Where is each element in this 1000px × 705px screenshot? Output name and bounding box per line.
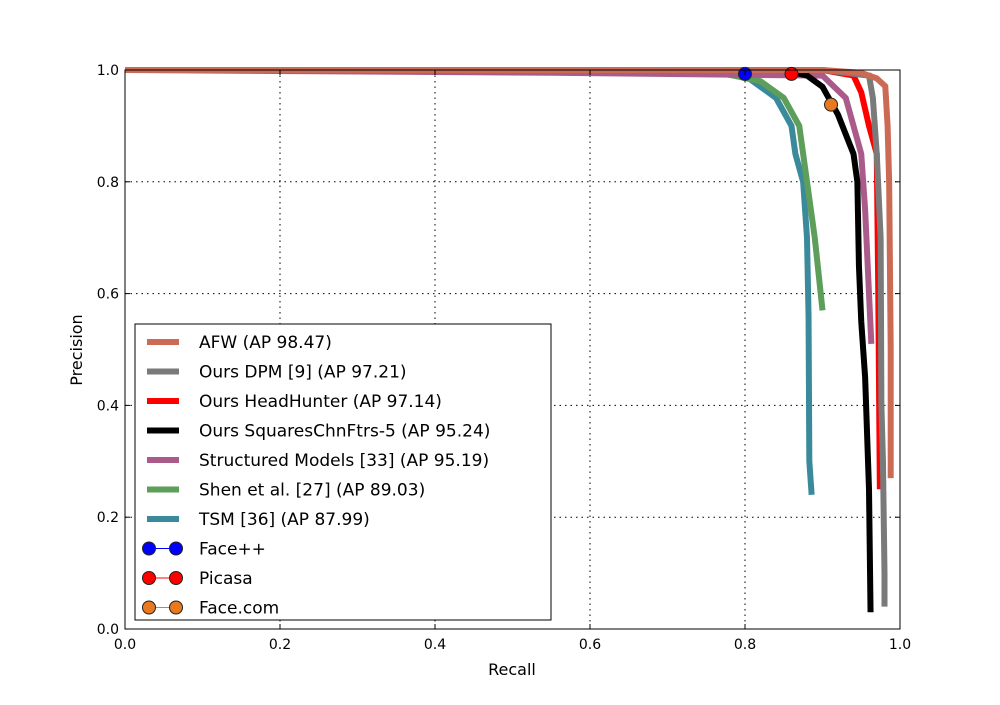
x-tick-label: 1.0 <box>889 637 911 653</box>
y-tick-label: 0.0 <box>97 622 119 638</box>
y-tick-label: 0.6 <box>97 287 119 303</box>
series-line <box>124 67 875 345</box>
x-tick-label: 0.6 <box>579 637 601 653</box>
legend-label: AFW (AP 98.47) <box>199 333 332 353</box>
x-tick-label: 0.0 <box>114 637 136 653</box>
y-tick-label: 0.8 <box>97 175 119 191</box>
series-line <box>125 67 874 613</box>
x-tick-label: 0.8 <box>734 637 756 653</box>
legend-label: Structured Models [33] (AP 95.19) <box>199 451 489 471</box>
legend-marker <box>142 571 156 585</box>
series-marker <box>784 66 799 81</box>
x-tick-label: 0.2 <box>269 637 291 653</box>
legend-label: Face.com <box>199 599 279 619</box>
y-tick-label: 0.4 <box>97 398 119 414</box>
legend-marker <box>169 541 183 556</box>
legend-box <box>134 323 552 621</box>
legend-label: Ours DPM [9] (AP 97.21) <box>199 363 407 383</box>
legend-marker <box>169 571 183 585</box>
plot-frame <box>124 69 901 630</box>
legend-label: Face++ <box>199 540 266 560</box>
curves <box>124 66 894 613</box>
y-tick-label: 0.2 <box>97 510 119 526</box>
x-axis-label: Recall <box>488 660 536 679</box>
legend: AFW (AP 98.47) Ours DPM [9] (AP 97.21) Our… <box>134 323 552 621</box>
legend-label: Ours HeadHunter (AP 97.14) <box>199 392 442 412</box>
legend-label: Shen et al. [27] (AP 89.03) <box>199 481 425 501</box>
legend-marker <box>169 600 183 615</box>
y-tick-label: 1.0 <box>97 63 119 79</box>
legend-label: TSM [36] (AP 87.99) <box>198 510 370 530</box>
legend-label: Ours SquaresChnFtrs-5 (AP 95.24) <box>199 422 490 442</box>
series-marker <box>824 97 839 112</box>
x-tick-label: 0.4 <box>424 637 446 653</box>
y-axis-label: Precision <box>67 314 86 385</box>
legend-marker <box>142 600 156 615</box>
series-line <box>125 67 894 479</box>
legend-label: Picasa <box>199 569 253 589</box>
legend-marker <box>142 541 156 556</box>
series-line <box>125 67 826 311</box>
ticks: 0.0 0.2 0.4 0.6 0.8 1.0 0.0 0.2 0.4 0.6 0.8 1.0 <box>97 63 911 653</box>
